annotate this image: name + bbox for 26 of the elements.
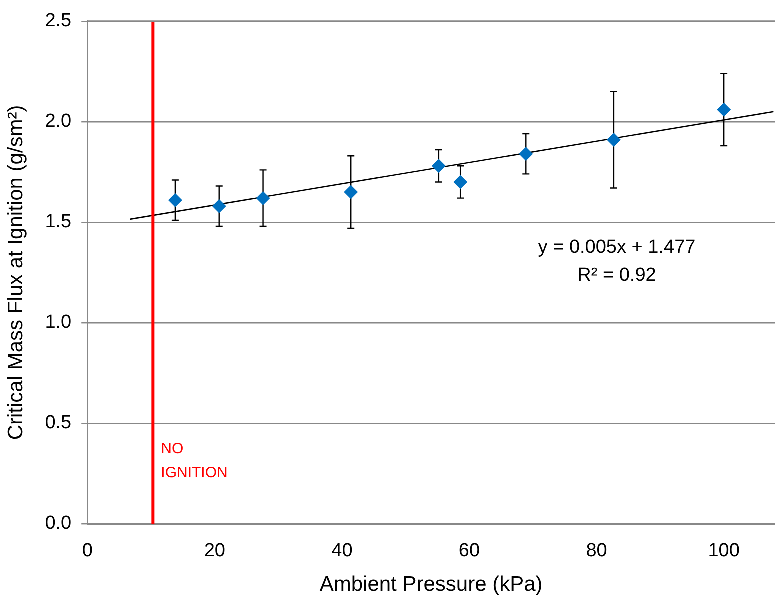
annotation: y = 0.005x + 1.477 (538, 237, 696, 258)
point (344, 185, 358, 200)
x-tick-label: 80 (586, 540, 608, 562)
y-tick-label: 2.0 (45, 111, 72, 132)
y-tick-label: 1.5 (45, 212, 72, 233)
y-tick-label: 0.0 (45, 513, 72, 534)
y-tick-label: 2.5 (45, 10, 72, 32)
x-tick-label: 0 (82, 540, 93, 562)
x-tick-label: 40 (332, 540, 353, 562)
point (717, 102, 732, 117)
x-tick-label: 60 (458, 540, 480, 562)
point (606, 133, 621, 148)
point (212, 199, 226, 214)
x-tick-label: 20 (204, 540, 226, 562)
point (432, 159, 446, 174)
annotation: R² = 0.92 (578, 265, 656, 286)
point (168, 193, 182, 208)
point (256, 191, 270, 206)
y-axis-title: Critical Mass Flux at Ignition (g/sm²) (4, 105, 28, 440)
point (519, 147, 534, 162)
x-axis-title: Ambient Pressure (kPa) (320, 573, 543, 596)
x-tick-label: 100 (708, 540, 740, 562)
y-tick-label: 0.5 (45, 412, 72, 434)
ref-line-label: NO IGNITION (161, 440, 228, 482)
y-tick-label: 1.0 (45, 312, 72, 334)
point (454, 175, 468, 190)
